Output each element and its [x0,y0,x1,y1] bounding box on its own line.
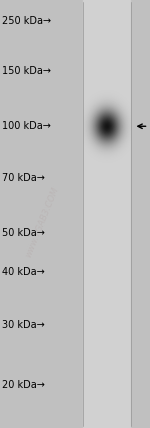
Text: 150 kDa→: 150 kDa→ [2,65,51,76]
Text: 20 kDa→: 20 kDa→ [2,380,44,390]
Text: www.TGAB3.COM: www.TGAB3.COM [24,186,60,259]
Text: 100 kDa→: 100 kDa→ [2,121,50,131]
Text: 70 kDa→: 70 kDa→ [2,172,44,183]
Text: 50 kDa→: 50 kDa→ [2,228,44,238]
Text: 30 kDa→: 30 kDa→ [2,320,44,330]
Text: 250 kDa→: 250 kDa→ [2,16,51,27]
Text: 40 kDa→: 40 kDa→ [2,267,44,277]
